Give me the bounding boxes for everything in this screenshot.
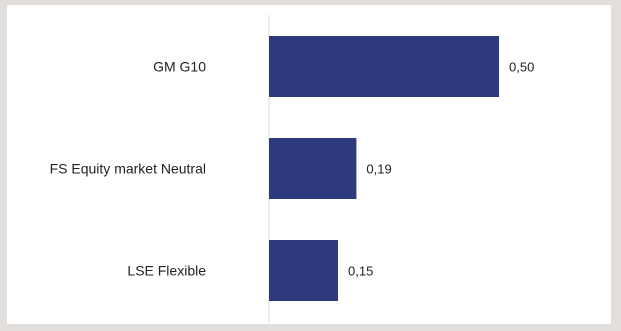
data-label: 0,19 (366, 162, 391, 177)
category-label: FS Equity market Neutral (50, 161, 206, 177)
bar (269, 138, 357, 199)
category-label: GM G10 (153, 59, 206, 75)
data-label: 0,15 (348, 264, 373, 279)
bar (269, 36, 499, 97)
category-label: LSE Flexible (127, 263, 206, 279)
chart-panel: GM G10 0,50 FS Equity market Neutral 0,19 LS… (7, 5, 611, 324)
bar (269, 240, 338, 301)
data-label: 0,50 (509, 60, 534, 75)
bar-chart: GM G10 0,50 FS Equity market Neutral 0,19 LS… (50, 15, 534, 322)
